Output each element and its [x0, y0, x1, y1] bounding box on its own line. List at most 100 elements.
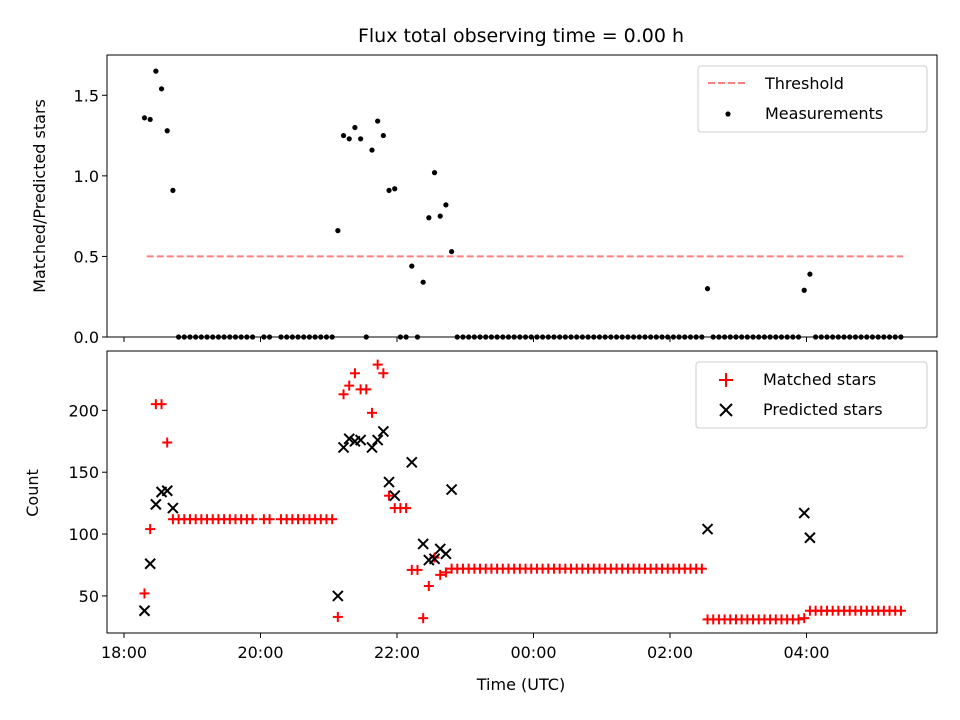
measurements-point	[807, 271, 813, 277]
x-tick-label: 00:00	[510, 643, 556, 662]
measurements-point	[687, 334, 694, 340]
measurements-point	[193, 334, 199, 340]
predicted-stars-point	[389, 490, 401, 502]
measurements-point	[704, 286, 711, 292]
matched-stars-point	[372, 359, 383, 370]
x-tick-label: 02:00	[647, 643, 693, 662]
measurements-point	[562, 334, 568, 340]
measurements-point	[790, 334, 796, 340]
measurements-point	[596, 334, 603, 340]
measurements-point	[426, 215, 432, 221]
measurements-point	[756, 334, 762, 340]
measurements-legend-marker	[725, 111, 731, 117]
matched-stars-point	[366, 407, 377, 418]
predicted-stars-point	[343, 433, 355, 445]
predicted-stars-point	[377, 425, 390, 438]
measurements-point	[420, 279, 426, 285]
measurements-point	[636, 334, 642, 340]
measurements-point	[648, 334, 654, 340]
count-legend: Matched stars Predicted stars	[695, 361, 928, 429]
measurements-point	[141, 115, 148, 121]
matched-stars-point	[338, 389, 349, 400]
measurements-point	[505, 334, 512, 340]
measurements-point	[494, 334, 500, 340]
measurements-point	[375, 118, 381, 124]
measurements-point	[244, 334, 250, 340]
measurements-point	[267, 334, 273, 340]
measurements-point	[312, 334, 318, 340]
measurements-point	[574, 334, 580, 340]
measurements-point	[830, 334, 836, 340]
measurements-point	[722, 334, 728, 340]
measurements-point	[517, 334, 523, 340]
measurements-point	[744, 334, 750, 340]
measurements-point	[437, 213, 443, 219]
measurements-point	[363, 334, 369, 340]
ratio-y-axis-label: Matched/Predicted stars	[30, 99, 49, 293]
matched-stars-point	[361, 384, 372, 395]
x-tick-label: 22:00	[374, 643, 420, 662]
measurements-point	[619, 334, 625, 340]
predicted-stars-point	[167, 502, 179, 514]
measurements-point	[585, 334, 591, 340]
measurements-point	[352, 124, 358, 131]
measurements-point	[625, 334, 631, 340]
measurements-point	[801, 287, 807, 293]
matched-stars-point	[327, 514, 338, 525]
count-x-ticks: 18:00 20:00 22:00 00:00 02:00 04:00	[101, 633, 830, 662]
measurements-point	[858, 334, 864, 340]
measurements-point	[238, 334, 244, 340]
matched-stars-point	[401, 503, 412, 514]
predicted-stars-point	[701, 523, 714, 535]
predicted-stars-point	[161, 485, 173, 497]
measurements-point	[403, 334, 409, 340]
measurements-point	[392, 186, 398, 192]
measurements-point	[682, 334, 688, 340]
predicted-stars-point	[417, 538, 429, 550]
measurements-point	[699, 334, 705, 340]
measurements-point	[767, 334, 773, 340]
measurements-point	[540, 334, 546, 340]
measurements-point	[466, 334, 472, 340]
measurements-point	[608, 334, 614, 340]
measurements-point	[449, 248, 455, 255]
measurements-legend-label: Measurements	[765, 104, 883, 123]
x-tick-label: 20:00	[237, 643, 283, 662]
measurements-point	[898, 334, 904, 340]
matched-stars-point	[139, 588, 150, 599]
measurements-point	[460, 334, 466, 340]
measurements-point	[500, 334, 506, 340]
measurements-point	[665, 334, 671, 340]
matched-stars-point	[332, 611, 343, 622]
matched-stars-point	[793, 614, 804, 625]
matched-legend-marker	[719, 373, 733, 387]
measurements-point	[676, 334, 682, 340]
y-tick-label: 50	[79, 587, 99, 606]
predicted-stars-point	[332, 590, 344, 602]
measurements-point	[164, 128, 170, 134]
measurements-point	[795, 334, 802, 340]
measurements-point	[204, 334, 210, 340]
predicted-stars-point	[337, 441, 350, 454]
measurements-point	[892, 334, 898, 340]
measurements-point	[534, 334, 540, 340]
measurements-point	[198, 334, 204, 340]
matched-stars-point	[418, 613, 429, 624]
predicted-legend-marker	[719, 403, 733, 417]
measurements-point	[847, 334, 853, 340]
count-marks	[138, 359, 906, 625]
y-tick-label: 1.0	[74, 167, 99, 186]
predicted-stars-point	[383, 476, 395, 488]
matched-stars-point	[344, 380, 355, 391]
measurements-point	[739, 334, 745, 340]
measurements-point	[306, 334, 313, 340]
count-legend-box	[695, 361, 928, 429]
measurements-point	[284, 334, 290, 340]
measurements-point	[488, 334, 495, 340]
measurements-point	[670, 334, 677, 340]
ratio-y-ticks: 0.0 0.5 1.0 1.5	[74, 86, 107, 347]
measurements-point	[818, 334, 824, 340]
measurements-point	[761, 334, 768, 340]
measurements-point	[659, 334, 665, 340]
measurements-point	[369, 147, 375, 153]
